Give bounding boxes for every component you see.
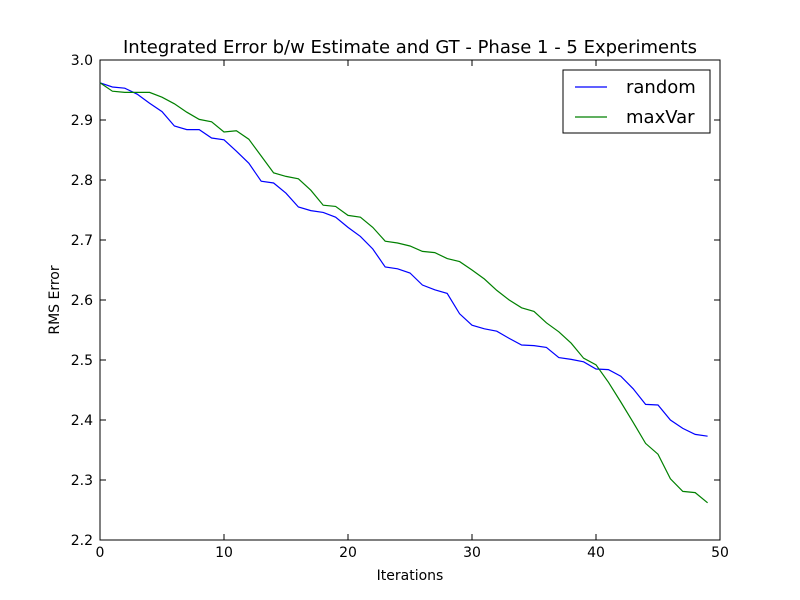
legend-label-maxvar: maxVar <box>626 107 695 128</box>
y-tick-label: 3.0 <box>71 53 93 69</box>
y-tick-label: 2.6 <box>71 293 93 309</box>
y-tick-label: 2.3 <box>71 473 93 489</box>
x-tick-label: 0 <box>96 545 105 561</box>
legend-label-random: random <box>626 77 696 98</box>
y-axis: 2.2 2.3 2.4 2.5 2.6 2.7 2.8 2.9 3.0 <box>71 53 720 549</box>
y-tick-label: 2.7 <box>71 233 93 249</box>
x-axis: 0 10 20 30 40 50 <box>96 60 729 561</box>
legend-box <box>562 69 711 134</box>
series-group <box>99 82 708 504</box>
series-line-random <box>99 82 708 437</box>
x-axis-label: Iterations <box>377 568 444 584</box>
chart-title: Integrated Error b/w Estimate and GT - P… <box>123 37 697 58</box>
y-tick-label: 2.5 <box>71 353 93 369</box>
x-tick-label: 30 <box>463 545 481 561</box>
y-tick-label: 2.8 <box>71 173 93 189</box>
series-line-maxvar <box>99 82 708 504</box>
x-tick-label: 40 <box>587 545 605 561</box>
x-tick-label: 50 <box>711 545 729 561</box>
x-tick-label: 20 <box>339 545 357 561</box>
y-tick-label: 2.4 <box>71 413 93 429</box>
y-tick-label: 2.2 <box>71 533 93 549</box>
legend: random maxVar <box>562 69 711 134</box>
y-tick-label: 2.9 <box>71 113 93 129</box>
y-axis-label: RMS Error <box>47 265 63 335</box>
x-tick-label: 10 <box>215 545 233 561</box>
